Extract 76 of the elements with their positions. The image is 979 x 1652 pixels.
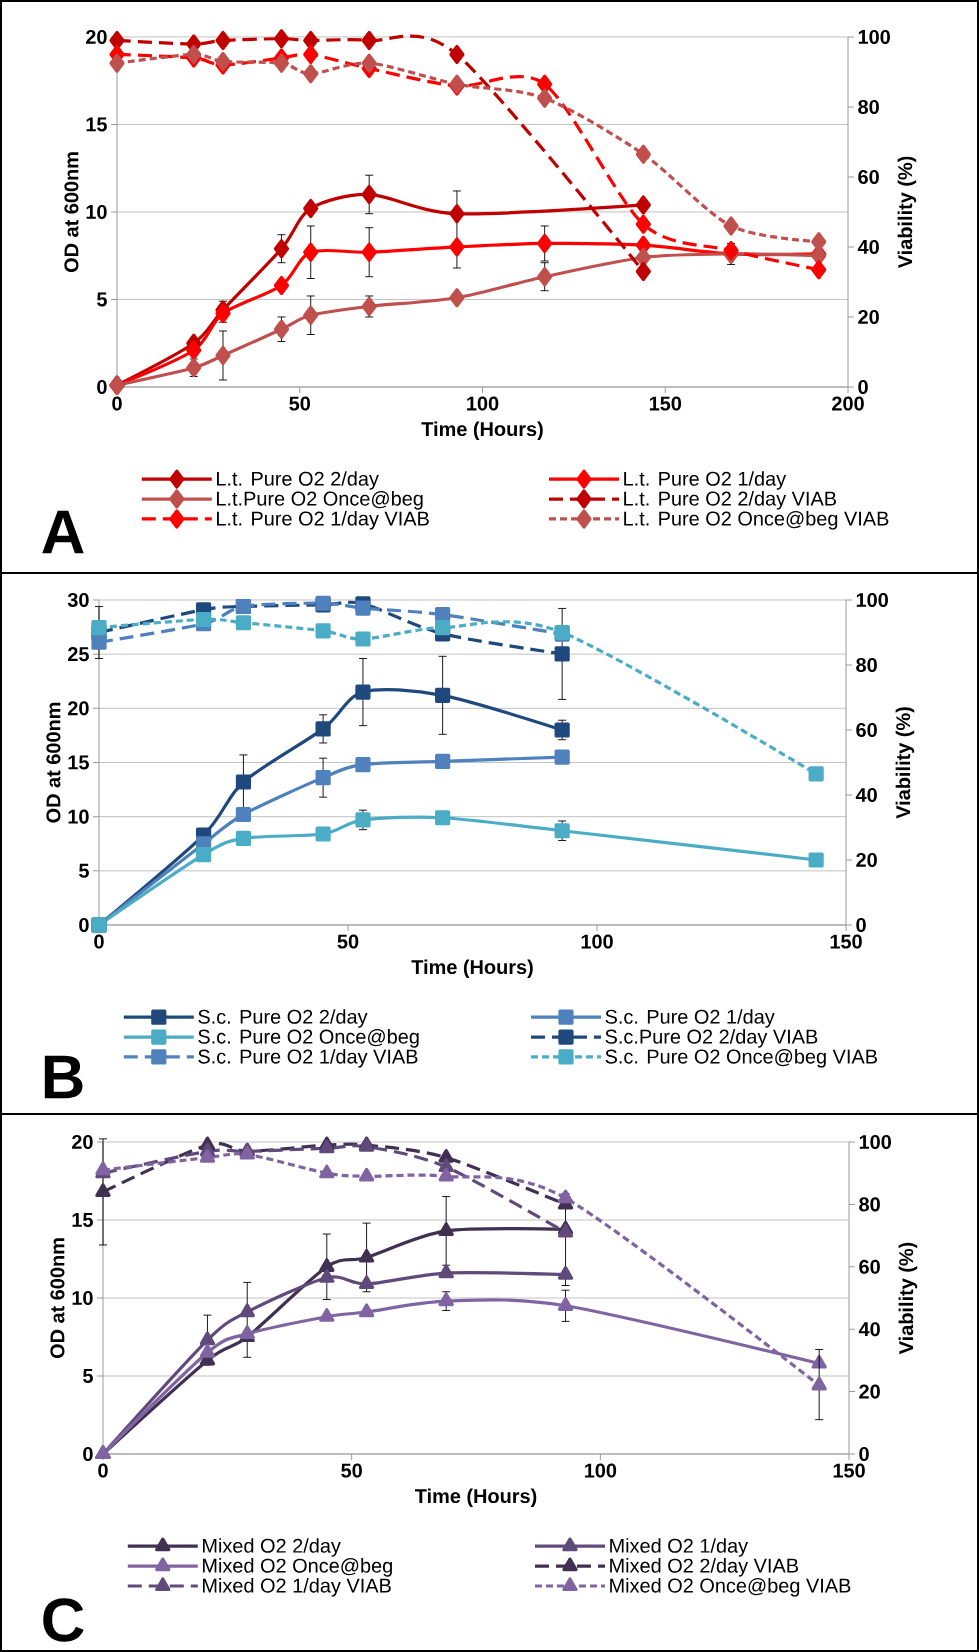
x-tick-label: 100 xyxy=(467,396,499,411)
y-tick-label: 5 xyxy=(79,863,89,878)
y-tick-label: 5 xyxy=(97,292,107,307)
y-tick-label: 30 xyxy=(67,592,89,608)
y2-tick-label: 0 xyxy=(858,379,868,395)
y2-tick-label: 80 xyxy=(856,657,877,673)
legend-label: S.c. Pure O2 1/day xyxy=(605,1009,775,1028)
y2-tick-label: 20 xyxy=(856,852,877,868)
legend-label: Mixed O2 1/day xyxy=(610,1538,749,1557)
y2-axis-title: Viability (%) xyxy=(897,156,917,269)
y-tick-label: 10 xyxy=(86,204,107,220)
y-axis-title: OD at 600nm xyxy=(64,152,79,273)
x-tick-label: 150 xyxy=(833,1463,865,1478)
y-tick-label: 5 xyxy=(83,1369,93,1383)
y2-tick-label: 80 xyxy=(859,1197,880,1212)
y-tick-label: 20 xyxy=(86,29,107,45)
x-tick-label: 150 xyxy=(649,396,682,411)
legend-label: S.c. Pure O2 1/day VIAB xyxy=(198,1049,418,1068)
y2-tick-label: 40 xyxy=(857,239,879,255)
legend-label: L.t. Pure O2 Once@beg VIAB xyxy=(624,510,889,530)
x-tick-label: 200 xyxy=(832,396,864,411)
legend-label: Mixed O2 2/day VIAB xyxy=(610,1558,798,1577)
y2-tick-label: 60 xyxy=(858,169,879,185)
y-tick-label: 15 xyxy=(86,117,107,132)
legend-label: Mixed O2 Once@beg VIAB xyxy=(610,1578,851,1597)
y2-tick-label: 100 xyxy=(856,592,888,608)
y2-axis-title: Viability (%) xyxy=(895,707,915,819)
y-tick-label: 10 xyxy=(72,1290,93,1306)
x-tick-label: 50 xyxy=(337,934,359,949)
y2-tick-label: 60 xyxy=(859,1259,880,1274)
y2-tick-label: 0 xyxy=(859,1446,869,1462)
y-tick-label: 15 xyxy=(68,755,89,770)
legend-label: L.t. Pure O2 1/day VIAB xyxy=(217,510,429,530)
text: B xyxy=(44,1055,83,1099)
y2-tick-label: 20 xyxy=(859,1384,880,1399)
y2-tick-label: 80 xyxy=(858,99,879,115)
legend-label: S.c. Pure O2 2/day xyxy=(198,1009,368,1028)
x-tick-label: 150 xyxy=(830,934,862,949)
y-tick-label: 20 xyxy=(68,701,89,716)
legend-label: L.t. Pure O2 1/day xyxy=(624,471,787,490)
legend-label: Mixed O2 1/day VIAB xyxy=(203,1578,391,1597)
y2-tick-label: 40 xyxy=(855,787,877,803)
y2-tick-label: 20 xyxy=(858,309,879,325)
y-tick-label: 0 xyxy=(83,1446,93,1462)
y-tick-label: 0 xyxy=(79,917,89,933)
y-tick-label: 15 xyxy=(72,1213,93,1227)
x-axis-title: Time (Hours) xyxy=(421,421,543,441)
y-tick-label: 0 xyxy=(97,379,107,395)
y-tick-label: 20 xyxy=(72,1134,93,1150)
legend-label: S.c.Pure O2 2/day VIAB xyxy=(605,1029,818,1048)
legend-label: S.c. Pure O2 Once@beg xyxy=(198,1029,419,1048)
y2-tick-label: 100 xyxy=(859,1134,891,1150)
y-axis-title: OD at 600nm xyxy=(50,1238,65,1359)
x-tick-label: 50 xyxy=(289,396,311,411)
x-axis-title: Time (Hours) xyxy=(411,959,533,979)
legend-label: Mixed O2 Once@beg xyxy=(203,1558,392,1577)
x-axis-title: Time (Hours) xyxy=(414,1488,537,1508)
y-tick-label: 25 xyxy=(68,647,89,662)
y-tick-label: 10 xyxy=(68,809,89,824)
y2-tick-label: 0 xyxy=(856,917,866,933)
legend-label: Mixed O2 2/day xyxy=(203,1538,341,1557)
legend-label: L.t. Pure O2 2/day xyxy=(217,471,379,490)
legend-label: S.c. Pure O2 Once@beg VIAB xyxy=(605,1049,877,1068)
x-tick-label: 100 xyxy=(584,1463,617,1478)
text: A xyxy=(42,510,84,554)
y2-tick-label: 40 xyxy=(858,1322,880,1337)
y2-tick-label: 60 xyxy=(856,722,877,738)
y-axis-title: OD at 600nm xyxy=(46,702,61,823)
y2-axis-title: Viability (%) xyxy=(898,1242,918,1355)
y2-tick-label: 100 xyxy=(858,29,890,45)
legend-label: L.t. Pure O2 2/day VIAB xyxy=(624,491,836,510)
legend-label: L.t.Pure O2 Once@beg xyxy=(217,491,423,510)
x-tick-label: 50 xyxy=(341,1463,362,1478)
x-tick-label: 100 xyxy=(581,934,613,949)
x-tick-label: 0 xyxy=(112,396,122,411)
text: C xyxy=(43,1598,84,1642)
